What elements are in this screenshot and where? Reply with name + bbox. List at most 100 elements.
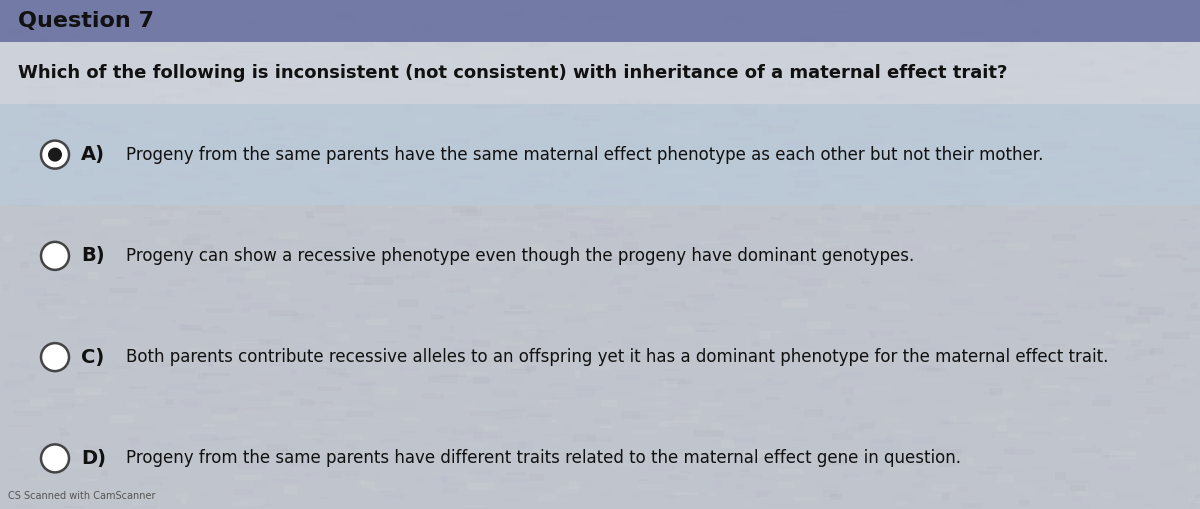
FancyBboxPatch shape <box>835 372 863 378</box>
FancyBboxPatch shape <box>1118 82 1129 89</box>
FancyBboxPatch shape <box>280 163 293 170</box>
FancyBboxPatch shape <box>199 88 205 92</box>
FancyBboxPatch shape <box>868 125 889 128</box>
FancyBboxPatch shape <box>816 216 822 222</box>
FancyBboxPatch shape <box>557 5 563 13</box>
FancyBboxPatch shape <box>1182 219 1188 221</box>
FancyBboxPatch shape <box>390 238 406 243</box>
FancyBboxPatch shape <box>989 388 1003 395</box>
FancyBboxPatch shape <box>527 366 535 372</box>
FancyBboxPatch shape <box>234 475 263 479</box>
FancyBboxPatch shape <box>540 176 550 183</box>
FancyBboxPatch shape <box>836 13 856 16</box>
FancyBboxPatch shape <box>857 139 884 145</box>
FancyBboxPatch shape <box>344 43 366 49</box>
FancyBboxPatch shape <box>528 172 556 178</box>
FancyBboxPatch shape <box>214 58 223 60</box>
FancyBboxPatch shape <box>605 451 614 455</box>
FancyBboxPatch shape <box>510 305 526 309</box>
FancyBboxPatch shape <box>512 331 522 337</box>
FancyBboxPatch shape <box>7 26 29 35</box>
FancyBboxPatch shape <box>1070 485 1086 491</box>
FancyBboxPatch shape <box>696 328 707 332</box>
FancyBboxPatch shape <box>1184 141 1200 144</box>
FancyBboxPatch shape <box>511 272 516 278</box>
FancyBboxPatch shape <box>155 89 180 96</box>
FancyBboxPatch shape <box>1040 141 1067 149</box>
FancyBboxPatch shape <box>431 315 444 319</box>
FancyBboxPatch shape <box>346 230 364 237</box>
FancyBboxPatch shape <box>689 410 703 414</box>
FancyBboxPatch shape <box>961 31 985 37</box>
FancyBboxPatch shape <box>1154 253 1183 258</box>
Text: CS Scanned with CamScanner: CS Scanned with CamScanner <box>8 491 156 501</box>
FancyBboxPatch shape <box>317 497 326 499</box>
FancyBboxPatch shape <box>284 487 296 494</box>
FancyBboxPatch shape <box>379 39 394 43</box>
FancyBboxPatch shape <box>802 197 812 200</box>
FancyBboxPatch shape <box>116 495 124 499</box>
FancyBboxPatch shape <box>862 205 875 211</box>
FancyBboxPatch shape <box>950 297 973 304</box>
FancyBboxPatch shape <box>317 440 323 443</box>
FancyBboxPatch shape <box>756 492 768 497</box>
FancyBboxPatch shape <box>1157 188 1169 192</box>
FancyBboxPatch shape <box>875 95 896 102</box>
FancyBboxPatch shape <box>664 381 678 387</box>
FancyBboxPatch shape <box>400 366 419 371</box>
FancyBboxPatch shape <box>668 401 690 406</box>
FancyBboxPatch shape <box>346 133 353 140</box>
FancyBboxPatch shape <box>967 457 973 465</box>
FancyBboxPatch shape <box>870 145 894 149</box>
FancyBboxPatch shape <box>325 322 343 327</box>
FancyBboxPatch shape <box>997 115 1013 118</box>
FancyBboxPatch shape <box>847 353 875 355</box>
FancyBboxPatch shape <box>59 316 77 319</box>
FancyBboxPatch shape <box>109 288 137 293</box>
FancyBboxPatch shape <box>744 101 750 108</box>
FancyBboxPatch shape <box>313 102 324 106</box>
FancyBboxPatch shape <box>1090 0 1098 5</box>
FancyBboxPatch shape <box>1189 498 1200 503</box>
Text: B): B) <box>82 246 104 265</box>
FancyBboxPatch shape <box>670 265 686 267</box>
Circle shape <box>41 242 70 270</box>
FancyBboxPatch shape <box>1057 273 1069 279</box>
FancyBboxPatch shape <box>292 317 305 322</box>
FancyBboxPatch shape <box>8 362 31 367</box>
FancyBboxPatch shape <box>551 420 557 422</box>
FancyBboxPatch shape <box>152 99 170 104</box>
FancyBboxPatch shape <box>802 69 810 76</box>
FancyBboxPatch shape <box>827 217 841 223</box>
FancyBboxPatch shape <box>994 326 1018 331</box>
FancyBboxPatch shape <box>1096 394 1112 401</box>
Text: D): D) <box>82 449 106 468</box>
FancyBboxPatch shape <box>566 208 583 213</box>
FancyBboxPatch shape <box>828 415 846 421</box>
FancyBboxPatch shape <box>190 355 208 359</box>
FancyBboxPatch shape <box>1046 196 1055 203</box>
Circle shape <box>48 148 62 162</box>
FancyBboxPatch shape <box>78 479 97 481</box>
FancyBboxPatch shape <box>222 217 229 223</box>
FancyBboxPatch shape <box>1098 214 1116 216</box>
FancyBboxPatch shape <box>232 342 259 349</box>
FancyBboxPatch shape <box>767 103 778 110</box>
FancyBboxPatch shape <box>116 277 122 279</box>
FancyBboxPatch shape <box>817 323 823 325</box>
FancyBboxPatch shape <box>0 104 1200 205</box>
FancyBboxPatch shape <box>1014 172 1028 178</box>
FancyBboxPatch shape <box>1139 307 1165 315</box>
FancyBboxPatch shape <box>458 340 476 343</box>
FancyBboxPatch shape <box>433 306 456 310</box>
FancyBboxPatch shape <box>860 278 872 280</box>
Circle shape <box>41 140 70 168</box>
FancyBboxPatch shape <box>116 20 131 27</box>
FancyBboxPatch shape <box>522 0 550 4</box>
FancyBboxPatch shape <box>943 422 972 425</box>
FancyBboxPatch shape <box>0 42 1200 104</box>
FancyBboxPatch shape <box>1145 63 1159 68</box>
FancyBboxPatch shape <box>695 297 720 301</box>
FancyBboxPatch shape <box>208 364 214 367</box>
FancyBboxPatch shape <box>74 168 94 177</box>
